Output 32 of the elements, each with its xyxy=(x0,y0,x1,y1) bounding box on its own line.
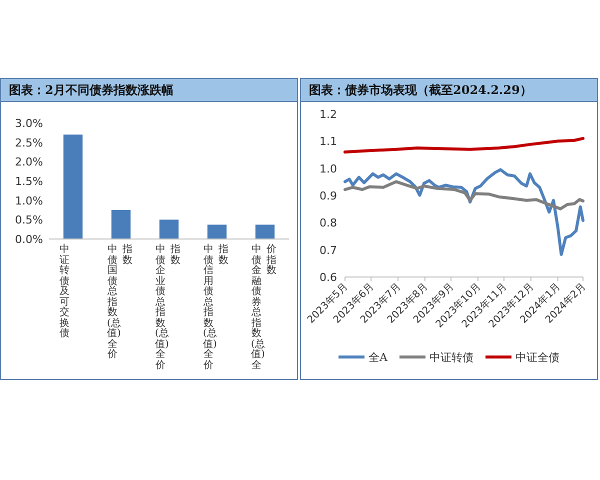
bar xyxy=(111,210,131,239)
y-tick-label: 0.5% xyxy=(15,214,43,227)
y-tick-label: 0.9 xyxy=(320,190,337,202)
legend-label: 中证转债 xyxy=(429,351,474,364)
chart-title: 图表：2月不同债券指数涨跌幅 xyxy=(1,79,297,102)
line-series xyxy=(344,180,584,210)
legend-label: 中证全债 xyxy=(515,351,560,364)
bar xyxy=(255,224,275,239)
line-series xyxy=(344,168,584,256)
y-tick-label: 1.0 xyxy=(320,162,337,176)
y-tick-label: 0.0% xyxy=(15,233,43,246)
y-tick-label: 0.7 xyxy=(320,244,337,257)
y-tick-label: 1.2 xyxy=(320,108,337,121)
y-tick-label: 1.5% xyxy=(15,175,43,188)
category-label: 中证转债及可交换债 xyxy=(60,244,70,339)
category-label: 中债国债总指数(总值)全价指数 xyxy=(107,244,132,360)
y-tick-label: 0.6 xyxy=(320,271,337,284)
y-tick-label: 1.1 xyxy=(320,135,337,148)
y-tick-label: 2.0% xyxy=(15,156,43,169)
bar xyxy=(159,220,179,239)
bar xyxy=(207,224,227,239)
line-series xyxy=(344,136,584,154)
y-tick-label: 1.0% xyxy=(15,194,43,208)
y-tick-label: 2.5% xyxy=(15,136,43,150)
category-label: 中债金融债券总指数(总值)全价指数 xyxy=(251,244,276,370)
bar xyxy=(63,134,83,239)
y-tick-label: 0.8 xyxy=(320,216,337,230)
chart-title: 图表：债券市场表现（截至2024.2.29） xyxy=(301,79,597,102)
legend-label: 全A xyxy=(368,351,389,364)
y-tick-label: 3.0% xyxy=(15,117,43,130)
category-label: 中债信用债总指数(总值)全价指数 xyxy=(203,244,228,370)
category-label: 中债企业债总指数(总值)全价指数 xyxy=(155,244,180,370)
